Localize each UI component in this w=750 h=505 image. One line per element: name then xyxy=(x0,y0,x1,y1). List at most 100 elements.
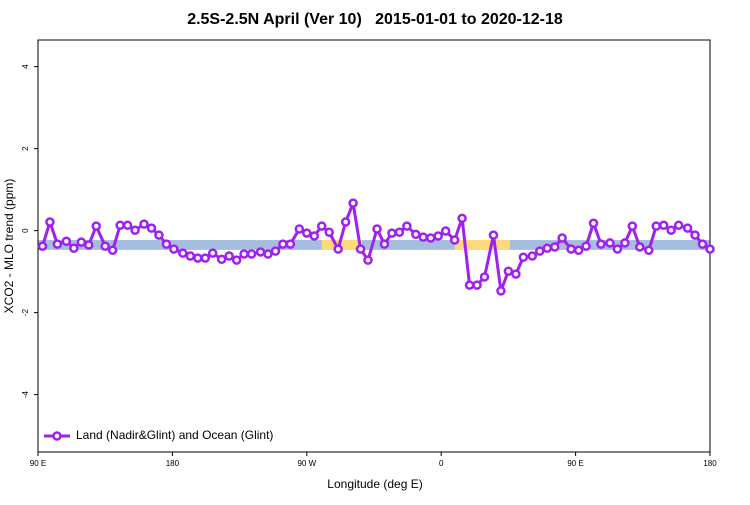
data-point xyxy=(542,243,552,254)
data-point xyxy=(178,248,188,258)
data-point xyxy=(394,227,405,238)
data-point xyxy=(122,220,133,231)
data-point xyxy=(255,247,266,257)
data-point xyxy=(193,253,203,263)
data-point xyxy=(185,251,196,261)
x-tick-label: 90 W xyxy=(297,459,316,468)
data-point xyxy=(309,231,320,241)
data-point xyxy=(216,254,227,265)
data-point xyxy=(100,241,110,251)
data-point xyxy=(705,244,715,254)
data-point xyxy=(333,244,343,254)
data-point xyxy=(457,213,467,224)
data-point xyxy=(372,224,382,234)
data-point xyxy=(246,249,257,259)
data-point xyxy=(285,239,296,249)
x-tick-label: 0 xyxy=(439,459,444,468)
x-tick-label: 180 xyxy=(166,459,180,468)
data-point xyxy=(588,218,599,228)
data-point xyxy=(355,244,366,254)
data-point xyxy=(107,245,118,256)
data-point xyxy=(146,223,157,233)
data-point xyxy=(496,286,506,296)
data-point xyxy=(139,219,149,229)
data-point xyxy=(402,221,412,231)
data-point xyxy=(411,229,421,240)
land-band xyxy=(454,240,510,250)
data-point xyxy=(363,255,373,265)
data-point xyxy=(535,246,545,256)
data-point xyxy=(294,224,305,234)
data-point xyxy=(200,253,211,263)
data-point xyxy=(596,239,606,249)
data-point xyxy=(224,251,234,261)
data-point xyxy=(605,238,615,248)
data-point xyxy=(69,243,79,254)
data-point xyxy=(627,221,638,231)
x-axis-label: Longitude (deg E) xyxy=(327,477,422,491)
y-axis-label: XCO2 - MLO trend (ppm) xyxy=(2,179,16,314)
data-point xyxy=(130,225,140,235)
data-point xyxy=(154,230,164,240)
legend-marker xyxy=(52,431,62,441)
data-point xyxy=(348,198,358,208)
data-point xyxy=(527,251,538,261)
data-point xyxy=(37,241,48,251)
data-point xyxy=(340,217,351,227)
data-point xyxy=(61,236,72,247)
data-point xyxy=(511,269,521,279)
y-tick-label: -2 xyxy=(21,309,30,317)
x-tick-label: 90 E xyxy=(567,459,583,468)
data-point xyxy=(503,266,514,276)
data-point xyxy=(169,244,179,254)
data-point xyxy=(270,246,281,256)
data-point xyxy=(479,272,490,282)
data-point xyxy=(161,239,172,249)
legend-label: Land (Nadir&Glint) and Ocean (Glint) xyxy=(76,428,273,442)
data-point xyxy=(682,223,693,233)
data-point xyxy=(263,249,273,259)
data-point xyxy=(644,245,654,256)
data-point xyxy=(379,239,390,249)
data-point xyxy=(488,230,499,240)
data-point xyxy=(324,227,334,238)
data-point xyxy=(387,228,397,238)
data-point xyxy=(566,244,576,254)
y-tick-label: -4 xyxy=(21,391,30,399)
data-point xyxy=(673,220,684,231)
x-tick-label: 90 E xyxy=(30,459,46,468)
data-point xyxy=(573,245,584,256)
data-point xyxy=(658,220,669,231)
data-point xyxy=(620,238,630,248)
data-point xyxy=(84,240,94,250)
data-point xyxy=(418,232,429,242)
data-point xyxy=(278,239,288,249)
data-point xyxy=(52,239,63,249)
y-tick-label: 0 xyxy=(21,228,30,233)
data-point xyxy=(697,239,708,249)
data-point xyxy=(449,235,460,245)
data-point xyxy=(581,241,591,251)
y-tick-label: 4 xyxy=(21,64,30,69)
data-point xyxy=(666,225,676,235)
chart-title: 2.5S-2.5N April (Ver 10) 2015-01-01 to 2… xyxy=(187,11,563,28)
ocean-band xyxy=(38,240,710,250)
data-point xyxy=(518,252,529,263)
data-point xyxy=(45,217,55,227)
data-point xyxy=(425,233,436,243)
data-point xyxy=(549,242,560,252)
data-point xyxy=(690,230,700,240)
data-point xyxy=(316,221,327,231)
data-point xyxy=(231,255,242,265)
data-point xyxy=(91,221,101,231)
data-point xyxy=(651,221,661,231)
data-point xyxy=(76,237,87,247)
data-point xyxy=(239,249,249,259)
data-point xyxy=(302,228,312,238)
data-point xyxy=(472,280,482,290)
data-point xyxy=(207,248,218,258)
data-point xyxy=(115,220,125,231)
data-point xyxy=(635,242,645,252)
data-point xyxy=(612,244,623,254)
x-tick-label: 180 xyxy=(703,459,717,468)
